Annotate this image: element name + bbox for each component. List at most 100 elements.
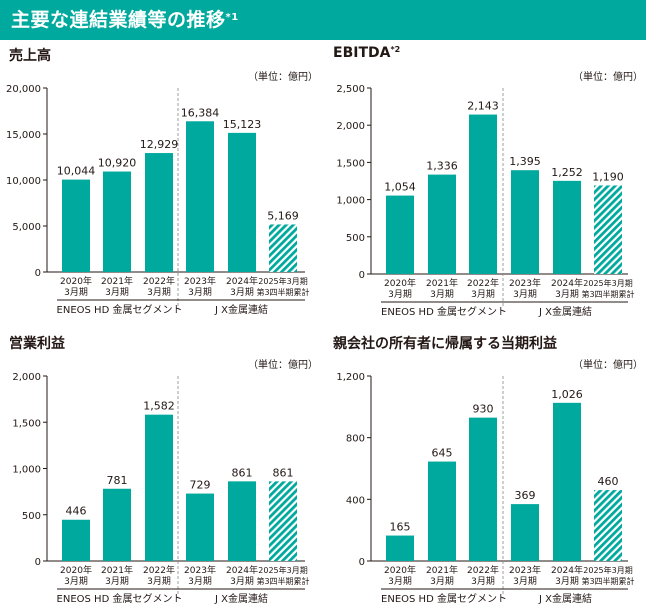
x-tick-label: 2023年 [184, 564, 216, 576]
y-tick-label: 1,500 [336, 158, 365, 169]
y-tick-label: 400 [346, 495, 365, 506]
x-tick-label: 3月期 [471, 576, 495, 587]
x-tick-label: 3月期 [430, 289, 454, 300]
x-tick-label: 2020年 [60, 564, 92, 576]
bar-sales-1 [103, 171, 131, 272]
unit-label-sales: （単位：億円） [248, 72, 318, 83]
x-tick-label: 2025年3月期 [583, 278, 632, 288]
data-label: 729 [190, 479, 211, 492]
x-tick-label: 3月期 [105, 287, 129, 298]
y-tick-label: 2,000 [12, 372, 41, 383]
data-label: 369 [515, 489, 536, 502]
bar-sales-2 [145, 153, 173, 272]
chart-title-operating-income: 営業利益 [9, 333, 65, 353]
y-tick-label: 0 [35, 557, 41, 568]
data-label: 10,920 [98, 157, 137, 170]
x-tick-label: 第3四半期累計 [256, 287, 309, 297]
group-label: ENEOS HD 金属セグメント [57, 592, 183, 605]
x-tick-label: 2024年 [226, 275, 258, 287]
bar-net-income-3 [511, 504, 539, 561]
group-label: ENEOS HD 金属セグメント [57, 303, 183, 316]
data-label: 1,336 [426, 160, 458, 173]
bar-net-income-2 [469, 417, 497, 561]
page-title: 主要な連結業績等の推移*1 [11, 6, 239, 34]
y-tick-label: 2,000 [336, 121, 365, 132]
x-tick-label: 2024年 [551, 564, 583, 576]
y-tick-label: 15,000 [6, 130, 41, 141]
bar-operating-income-2 [145, 414, 173, 561]
bar-operating-income-0 [62, 519, 90, 561]
x-tick-label: 3月期 [188, 287, 212, 298]
group-label: J X金属連結 [538, 592, 592, 605]
data-label: 2,143 [467, 100, 499, 113]
data-label: 781 [107, 474, 128, 487]
group-label: J X金属連結 [538, 305, 592, 318]
x-tick-label: 2023年 [509, 277, 541, 289]
x-tick-label: 第3四半期累計 [581, 576, 634, 586]
unit-label-net-income: （単位：億円） [573, 360, 643, 371]
x-tick-label: 3月期 [513, 576, 537, 587]
data-label: 861 [232, 466, 253, 479]
y-tick-label: 0 [359, 270, 365, 281]
data-label: 1,054 [384, 181, 416, 194]
page-title-text: 主要な連結業績等の推移 [11, 9, 226, 31]
bar-ebitda-5 [594, 185, 622, 274]
x-tick-label: 2023年 [509, 564, 541, 576]
bar-operating-income-1 [103, 488, 131, 561]
data-label: 1,026 [551, 388, 583, 401]
x-tick-label: 3月期 [388, 289, 412, 300]
data-label: 1,190 [592, 170, 624, 183]
x-tick-label: 3月期 [513, 289, 537, 300]
bar-operating-income-3 [186, 493, 214, 561]
bar-sales-3 [186, 121, 214, 272]
data-label: 446 [66, 505, 87, 518]
bar-net-income-5 [594, 490, 622, 561]
chart-title-ebitda: EBITDA*2 [333, 45, 400, 61]
x-tick-label: 2022年 [467, 564, 499, 576]
x-tick-label: 3月期 [147, 287, 171, 298]
data-label: 1,252 [551, 166, 583, 179]
x-tick-label: 3月期 [430, 576, 454, 587]
y-tick-label: 10,000 [6, 176, 41, 187]
y-tick-label: 1,000 [336, 196, 365, 207]
y-tick-label: 2,500 [336, 84, 365, 95]
data-label: 12,929 [140, 138, 179, 151]
x-tick-label: 2022年 [143, 564, 175, 576]
x-tick-label: 2024年 [551, 277, 583, 289]
group-label: J X金属連結 [214, 592, 268, 605]
x-tick-label: 3月期 [230, 576, 254, 587]
bar-ebitda-2 [469, 114, 497, 275]
x-tick-label: 2025年3月期 [583, 565, 632, 575]
chart-title-sales: 売上高 [9, 45, 51, 65]
bar-operating-income-4 [228, 481, 256, 561]
x-tick-label: 2020年 [384, 277, 416, 289]
x-tick-label: 2025年3月期 [258, 276, 307, 286]
x-tick-label: 3月期 [64, 576, 88, 587]
y-tick-label: 0 [359, 557, 365, 568]
group-label: ENEOS HD 金属セグメント [381, 305, 507, 318]
bar-ebitda-1 [428, 174, 456, 274]
page-header: 主要な連結業績等の推移*1 [0, 0, 646, 40]
x-tick-label: 2022年 [467, 277, 499, 289]
x-tick-label: 3月期 [105, 576, 129, 587]
data-label: 645 [432, 447, 453, 460]
data-label: 15,123 [223, 118, 262, 131]
x-tick-label: 3月期 [471, 289, 495, 300]
chart-title-ebitda-text: EBITDA [333, 45, 391, 61]
y-tick-label: 800 [346, 434, 365, 445]
bar-operating-income-5 [269, 481, 297, 561]
y-tick-label: 500 [346, 233, 365, 244]
bar-ebitda-3 [511, 170, 539, 274]
x-tick-label: 2021年 [426, 277, 458, 289]
bar-sales-0 [62, 179, 90, 272]
x-tick-label: 2023年 [184, 275, 216, 287]
data-label: 1,395 [509, 155, 541, 168]
x-tick-label: 2024年 [226, 564, 258, 576]
x-tick-label: 2020年 [384, 564, 416, 576]
x-tick-label: 3月期 [230, 287, 254, 298]
unit-label-ebitda: （単位：億円） [573, 72, 643, 83]
data-label: 1,582 [143, 400, 175, 413]
x-tick-label: 3月期 [388, 576, 412, 587]
chart-title-sales-text: 売上高 [9, 48, 51, 64]
group-label: J X金属連結 [214, 303, 268, 316]
